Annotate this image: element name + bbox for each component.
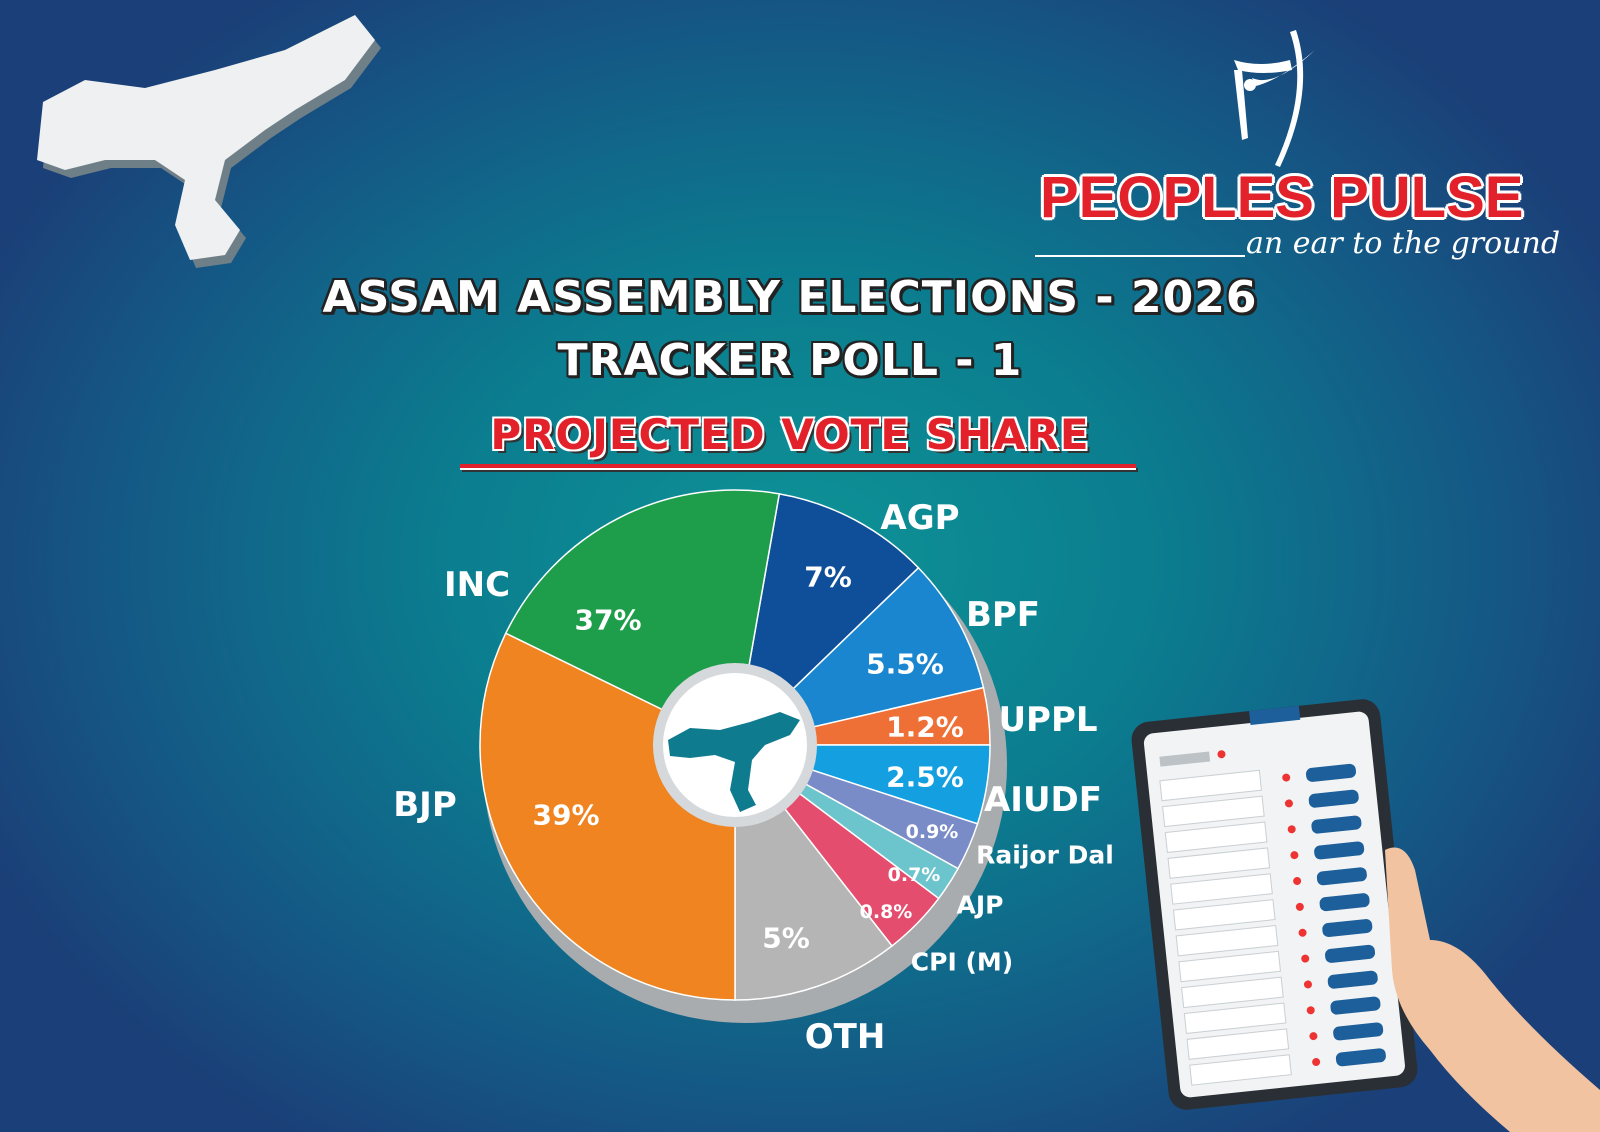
slice-name-label: OTH: [804, 1017, 886, 1057]
slice-name-label: BJP: [393, 785, 457, 825]
slice-name-label: INC: [443, 565, 511, 605]
brand-tagline: an ear to the ground: [1246, 226, 1561, 261]
title-line-2: TRACKER POLL - 1: [557, 335, 1023, 386]
slice-value-label: 2.5%: [886, 760, 964, 794]
tagline-divider: [1035, 255, 1245, 257]
evm-machine-icon: [1131, 699, 1600, 1132]
slice-value-label: 5.5%: [866, 647, 944, 681]
slice-name-label: CPI (M): [910, 947, 1014, 977]
assam-map-icon: [37, 15, 381, 268]
chart-title-underline: [460, 464, 1136, 468]
slice-value-label: 39%: [532, 798, 600, 832]
slice-name-label: Raijor Dal: [976, 840, 1114, 870]
brand-name: PEOPLES PULSE: [1040, 165, 1524, 230]
slice-value-label: 1.2%: [886, 710, 964, 744]
slice-name-label: AJP: [956, 890, 1004, 920]
chart-title: PROJECTED VOTE SHARE: [490, 410, 1090, 459]
slice-name-label: AIUDF: [983, 780, 1103, 820]
slice-value-label: 0.9%: [905, 821, 959, 843]
slice-name-label: AGP: [880, 498, 960, 538]
slice-value-label: 0.7%: [887, 864, 941, 886]
slice-name-label: UPPL: [998, 700, 1098, 740]
slice-value-label: 5%: [762, 921, 810, 955]
assam-map-icon: [668, 712, 800, 812]
slice-value-label: 37%: [574, 603, 642, 637]
slice-name-label: BPF: [965, 595, 1041, 635]
title-line-1: ASSAM ASSEMBLY ELECTIONS - 2026: [322, 272, 1258, 323]
peoples-pulse-logo-icon: [1234, 30, 1315, 167]
slice-value-label: 0.8%: [859, 901, 913, 923]
slice-value-label: 7%: [804, 560, 852, 594]
